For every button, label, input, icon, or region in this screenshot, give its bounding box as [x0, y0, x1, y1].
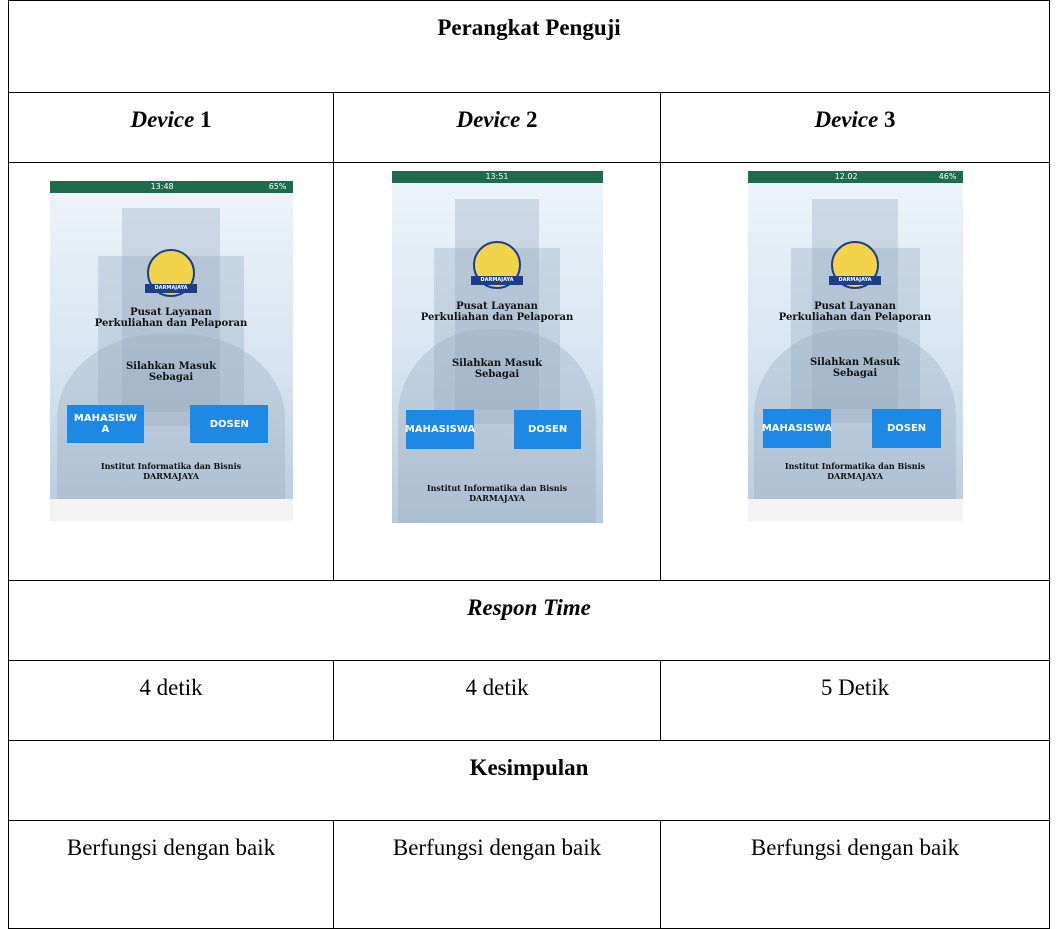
footer-text: Institut Informatika dan Bisnis	[784, 461, 926, 471]
test-table: Perangkat Penguji Device 1 Device 2 Devi…	[7, 0, 1051, 929]
conclusion: Berfungsi dengan baik	[333, 820, 661, 929]
footer-text: DARMAJAYA	[143, 471, 199, 481]
device-number: 3	[884, 107, 896, 132]
button: MAHASISWA	[762, 409, 832, 448]
response-time: 5 Detik	[659, 660, 1051, 741]
footer-text: DARMAJAYA	[469, 493, 525, 503]
conclusion-header: Kesimpulan	[7, 740, 1051, 821]
app-title: Perkuliahan dan Pelaporan	[420, 312, 574, 324]
button: DOSEN	[513, 410, 582, 450]
logo: DARMAJAYA	[471, 241, 523, 290]
device-label: Device	[814, 107, 879, 132]
status-time: 12.02	[834, 172, 858, 181]
screenshot-cell: 13:51 DARMAJAYA Pusat Layanan Perkuliahan d…	[333, 162, 661, 581]
prompt: Silahkan Masuk	[809, 356, 901, 368]
prompt: Silahkan Masuk	[451, 357, 543, 369]
building	[812, 199, 898, 409]
footer-text: Institut Informatika dan Bisnis	[426, 483, 568, 493]
building	[454, 199, 540, 411]
conclusion: Berfungsi dengan baik	[8, 820, 334, 929]
prompt: Silahkan Masuk	[125, 361, 217, 373]
response-time: 4 detik	[8, 660, 334, 741]
app-title: Pusat Layanan	[814, 300, 896, 312]
status-bar: 13:48 65%	[49, 181, 293, 193]
prompt: Sebagai	[474, 368, 520, 380]
response-header: Respon Time	[7, 580, 1051, 661]
device-label: Device	[130, 107, 195, 132]
phone-screenshot: 13:51 DARMAJAYA Pusat Layanan Perkuliahan d…	[391, 171, 603, 523]
button: MAHASISWA	[405, 410, 475, 450]
logo-ribbon: DARMAJAYA	[145, 284, 197, 293]
response-time: 4 detik	[333, 660, 661, 741]
title: Perangkat Penguji	[7, 0, 1051, 93]
battery: 65%	[268, 182, 287, 191]
phone-screenshot: 12.02 46% DARMAJAYA Pusat Layanan Perkuliaha…	[747, 171, 963, 521]
app-title: Pusat Layanan	[456, 301, 538, 313]
logo: DARMAJAYA	[145, 249, 197, 297]
logo-ribbon: DARMAJAYA	[471, 276, 523, 286]
footer-text: DARMAJAYA	[827, 471, 883, 481]
logo-ribbon: DARMAJAYA	[829, 276, 881, 285]
status-bar: 12.02 46%	[747, 171, 963, 183]
footer-text: Institut Informatika dan Bisnis	[100, 461, 242, 471]
prompt: Sebagai	[832, 367, 878, 379]
app-title: Perkuliahan dan Pelaporan	[94, 317, 248, 329]
button: DOSEN	[872, 409, 941, 448]
battery: 46%	[938, 172, 957, 181]
app-title: Perkuliahan dan Pelaporan	[778, 311, 932, 323]
device-header: Device 1	[8, 92, 334, 163]
button: MAHASISWA	[66, 405, 145, 443]
device-header: Device 2	[333, 92, 661, 163]
logo: DARMAJAYA	[829, 241, 881, 289]
screenshot-cell: 12.02 46% DARMAJAYA Pusat Layanan Perkuliaha…	[659, 162, 1051, 581]
nav-bar	[747, 499, 963, 521]
button: DOSEN	[190, 405, 269, 443]
screenshot-cell: 13:48 65% DARMAJAYA Pusat Layanan Perkuliaha…	[8, 162, 334, 581]
status-time: 13:51	[485, 172, 509, 181]
app-title: Pusat Layanan	[130, 306, 212, 318]
nav-bar	[49, 499, 293, 521]
conclusion: Berfungsi dengan baik	[659, 820, 1051, 929]
device-label: Device	[456, 107, 521, 132]
prompt: Sebagai	[148, 372, 194, 384]
status-time: 13:48	[150, 182, 174, 191]
phone-screenshot: 13:48 65% DARMAJAYA Pusat Layanan Perkuliaha…	[49, 181, 293, 521]
device-header: Device 3	[659, 92, 1051, 163]
device-number: 1	[200, 107, 212, 132]
device-number: 2	[526, 107, 538, 132]
building	[122, 208, 220, 413]
status-bar: 13:51	[391, 171, 603, 183]
